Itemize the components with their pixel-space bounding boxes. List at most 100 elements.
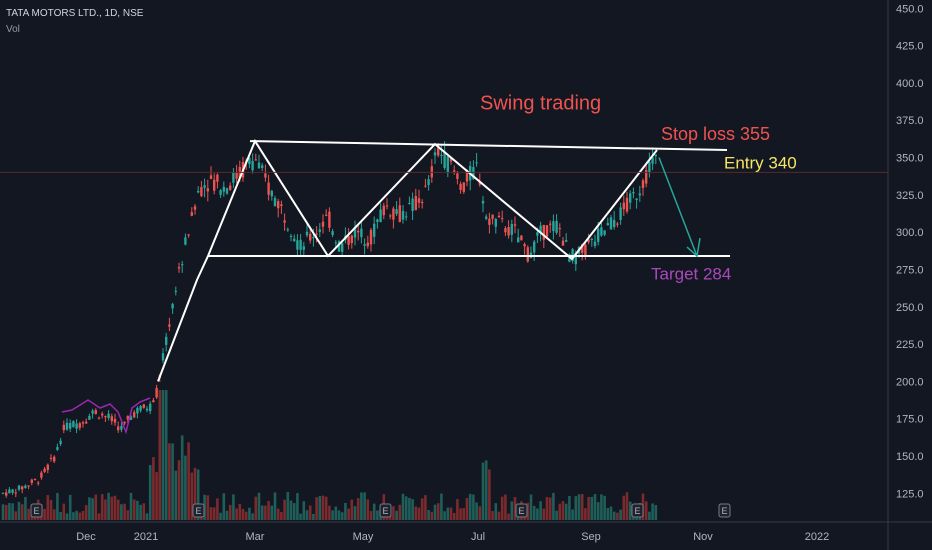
volume-bar [52,509,56,520]
candle-body [251,160,254,171]
candle-body [110,416,113,422]
candle-body [593,241,597,246]
volume-bar [392,506,395,520]
event-marker: E [30,503,43,518]
x-tick-label: May [353,531,374,543]
candle-body [497,215,501,218]
volume-bar [356,498,360,520]
candle-body [638,193,641,196]
volume-bars [1,390,658,520]
volume-bar [97,513,101,520]
candle-body [453,170,456,172]
candle-body [408,203,411,205]
volume-bar [267,501,270,520]
event-marker-box [192,503,205,518]
x-tick-label: Sep [581,531,601,543]
candle-body [427,179,430,186]
volume-bar [232,494,235,520]
candle-body [411,198,414,211]
volume-bar [116,499,120,520]
volume-bar [622,495,626,520]
candle-body [123,421,126,424]
candle-body [376,219,379,223]
candle-body [149,403,152,412]
annotation-label: Swing trading [480,92,601,114]
candle-body [257,162,261,169]
candle-body [104,416,107,418]
candle-body [465,171,469,182]
candle-body [184,237,187,245]
candle-body [248,157,251,165]
volume-bar [88,497,91,520]
volume-bar [340,512,344,520]
volume-bar [75,510,78,520]
candle-body [533,241,536,253]
candle-body [213,179,216,191]
volume-bar [59,512,62,520]
candle-body [286,229,289,231]
volume-bar [171,443,174,520]
volume-bar [552,492,555,520]
candle-body [363,244,366,246]
volume-bar [107,492,110,520]
volume-bar [420,498,424,520]
candle-body [337,241,341,252]
candle-body [30,479,33,483]
candle-body [299,239,302,250]
candle-body [27,485,30,487]
candle-body [584,244,587,256]
candle-body [139,405,142,411]
candle-body [78,423,81,428]
volume-bar [561,501,565,520]
candle-body [97,417,101,419]
volume-bar [94,494,98,520]
candle-body [155,387,158,398]
volume-label: Vol [6,24,20,35]
event-marker-label: E [195,506,201,516]
candle-body [414,195,417,211]
candle-body [523,243,526,247]
volume-bar [292,503,296,520]
volume-bar [312,513,315,520]
volume-bar [417,507,421,520]
annotation-label: Stop loss 355 [661,124,770,144]
volume-bar [193,467,197,520]
candle-body [587,239,590,243]
candle-body [622,202,625,210]
volume-bar [596,502,600,520]
volume-bar [126,510,130,520]
candle-body [235,172,238,179]
volume-bar [241,509,245,520]
candle-body [270,190,273,197]
candle-body [366,242,369,247]
candle-body [494,218,497,227]
volume-bar [334,506,338,520]
volume-bar [222,493,226,520]
candle-body [440,154,443,157]
candle-body [485,216,488,219]
volume-bar [497,511,501,520]
volume-bar [564,503,568,520]
volume-bar [603,495,606,520]
event-marker-label: E [518,506,524,516]
volume-bar [264,505,267,520]
candle-body [302,246,305,250]
candle-body [382,205,385,216]
candle-body [379,209,382,223]
volume-bar [571,509,574,520]
volume-bar [587,496,590,520]
target-arrowhead [686,237,701,258]
candle-body [168,324,171,327]
candle-body [501,218,504,220]
y-tick-label: 250.0 [896,302,924,314]
volume-bar [404,496,408,520]
candle-body [309,233,312,241]
volume-bar [440,493,443,520]
candle-body [488,218,491,225]
candle-body [549,223,552,225]
candle-body [341,243,344,252]
candle-body [113,418,117,423]
volume-bar [369,511,373,520]
volume-bar [152,457,155,520]
